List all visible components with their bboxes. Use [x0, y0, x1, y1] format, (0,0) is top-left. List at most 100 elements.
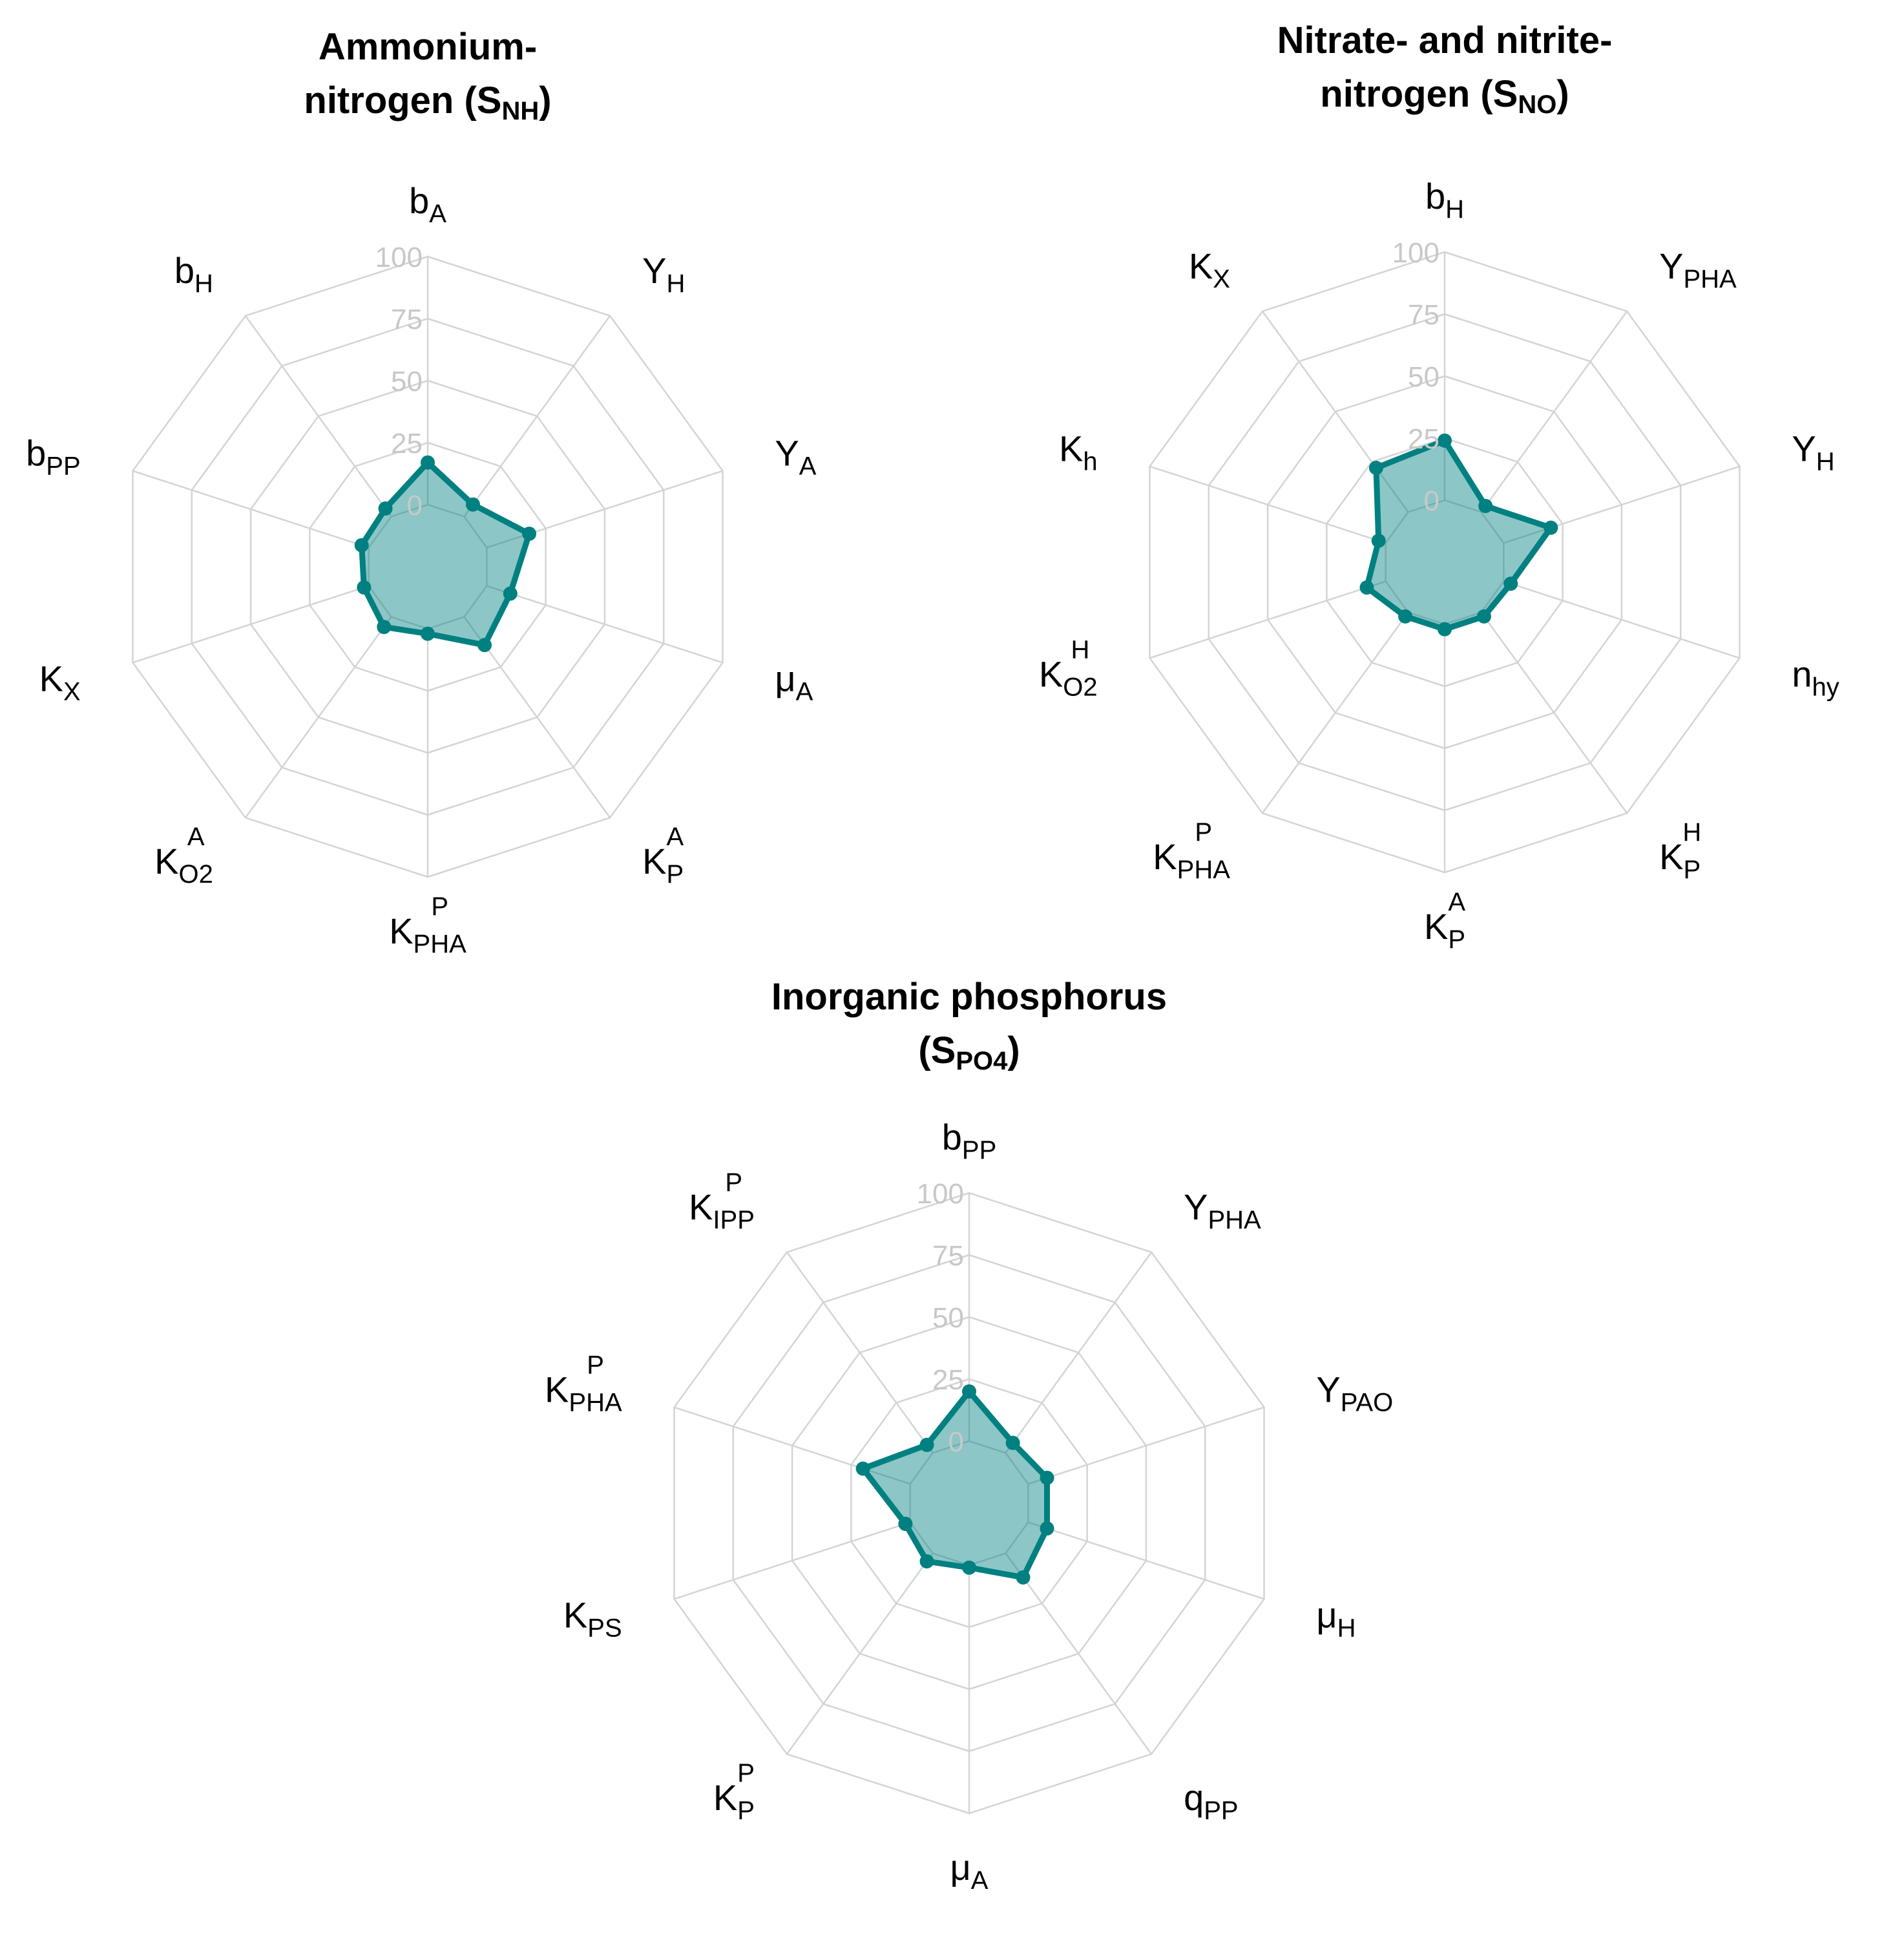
- grid-spoke: [1005, 1251, 1153, 1454]
- axis-label-sup-6: P: [431, 892, 448, 921]
- grid-spoke: [1027, 1406, 1264, 1485]
- data-point-4: [1503, 576, 1518, 591]
- grid-spoke: [1005, 1552, 1153, 1755]
- axis-label-sup-5: A: [666, 823, 684, 851]
- axis-label-8: KPS: [563, 1595, 622, 1643]
- radial-tick-label: 50: [932, 1302, 964, 1334]
- data-point-3: [522, 526, 537, 541]
- data-point-6: [962, 1560, 976, 1575]
- grid-spoke: [1261, 611, 1409, 814]
- data-point-9: [354, 538, 369, 553]
- grid-spoke: [674, 1406, 911, 1485]
- radial-tick-label: 75: [932, 1240, 964, 1272]
- data-point-2: [1478, 499, 1493, 514]
- radial-tick-label: 100: [1392, 237, 1440, 269]
- chart-title-line-2: nitrogen (SNO): [1320, 73, 1569, 119]
- data-point-2: [1005, 1435, 1020, 1450]
- radar-chart-nitrate-nitrite: Nitrate- and nitrite-nitrogen (SNO) 0 25 50…: [1039, 19, 1839, 954]
- axis-label-5: KP: [642, 841, 684, 889]
- data-point-5: [477, 638, 492, 653]
- radar-grid: [1149, 251, 1741, 874]
- grid-spoke: [486, 585, 723, 664]
- axis-label-2: YPHA: [1659, 246, 1737, 293]
- data-point-10: [919, 1437, 934, 1452]
- grid-spoke: [1261, 310, 1409, 513]
- data-point-4: [1040, 1521, 1054, 1536]
- radial-tick-label: 50: [1408, 361, 1440, 393]
- axis-label-9: bPP: [26, 432, 81, 480]
- grid-spoke: [463, 315, 611, 518]
- radial-tick-label: 0: [948, 1426, 964, 1458]
- radar-chart-inorganic-phosphorus: Inorganic phosphorus (SPO4) 0 25 50 75 100 bPP Y…: [545, 976, 1393, 1895]
- data-area: [359, 459, 532, 648]
- data-point-2: [465, 497, 480, 512]
- data-point-5: [1016, 1570, 1031, 1585]
- axis-label-1: bA: [409, 180, 446, 228]
- radial-tick-label: 75: [391, 304, 423, 335]
- data-point-8: [1359, 580, 1374, 595]
- data-point-7: [377, 620, 392, 635]
- axis-label-10: bH: [174, 250, 213, 298]
- data-point-10: [1368, 460, 1383, 475]
- data-point-7: [1398, 609, 1413, 624]
- axis-label-6: KPHA: [389, 911, 466, 958]
- data-point-3: [1040, 1470, 1054, 1485]
- grid-spoke: [786, 1251, 934, 1454]
- radial-tick-label: 100: [375, 242, 423, 273]
- data-point-8: [898, 1517, 913, 1532]
- grid-spoke: [1027, 1521, 1264, 1600]
- chart-title-line-1: Inorganic phosphorus: [771, 976, 1167, 1018]
- grid-spoke: [1480, 310, 1628, 513]
- axis-label-7: KO2: [154, 841, 213, 889]
- data-point-9: [1371, 533, 1386, 548]
- radar-grid: [673, 1192, 1265, 1815]
- grid-spoke: [1480, 611, 1628, 814]
- radial-tick-label: 75: [1408, 299, 1440, 331]
- data-point-4: [503, 586, 518, 601]
- data-point-10: [378, 501, 393, 516]
- axis-label-6: μA: [950, 1847, 989, 1895]
- radial-tick-label: 0: [1424, 485, 1440, 517]
- axis-label-sup-10: P: [725, 1168, 742, 1197]
- grid-spoke: [244, 315, 392, 518]
- data-point-1: [421, 455, 435, 470]
- data-point-6: [1438, 622, 1452, 637]
- axis-label-sup-7: P: [737, 1759, 755, 1787]
- radar-chart-ammonium: Ammonium-nitrogen (SNH) 0 25 50 75 100 bA YH YA μ…: [26, 26, 817, 958]
- radial-tick-label: 50: [391, 366, 423, 397]
- data-point-7: [919, 1554, 934, 1569]
- axis-label-10: KX: [1189, 246, 1230, 293]
- data-point-1: [962, 1384, 976, 1399]
- axis-label-10: KIPP: [689, 1186, 755, 1234]
- axis-label-9: KPHA: [545, 1369, 622, 1417]
- grid-spoke: [244, 616, 392, 819]
- axis-label-4: nhy: [1792, 654, 1839, 702]
- axis-label-1: bH: [1425, 176, 1464, 224]
- axis-label-sup-5: H: [1682, 818, 1701, 847]
- axis-label-6: KP: [1424, 906, 1465, 954]
- radial-tick-label: 25: [391, 428, 423, 459]
- radial-tick-label: 25: [1408, 423, 1440, 455]
- axis-label-8: KX: [39, 659, 81, 706]
- data-point-8: [357, 580, 372, 595]
- axis-label-sup-7: A: [187, 823, 205, 851]
- grid-spoke: [132, 470, 370, 549]
- axis-label-sup-8: H: [1071, 636, 1090, 664]
- grid-spoke: [674, 1521, 911, 1600]
- axis-label-5: KP: [1659, 836, 1701, 884]
- axis-label-1: bPP: [942, 1117, 997, 1164]
- grid-spoke: [1149, 580, 1387, 659]
- data-point-9: [855, 1461, 870, 1476]
- axis-label-sup-6: A: [1448, 888, 1465, 916]
- radial-tick-label: 25: [932, 1364, 964, 1396]
- chart-title-line-1: Ammonium-: [319, 26, 537, 68]
- axis-label-sup-9: P: [587, 1351, 604, 1379]
- axis-label-9: Kh: [1059, 428, 1098, 476]
- data-point-5: [1476, 609, 1491, 624]
- data-area: [860, 1388, 1051, 1581]
- grid-spoke: [786, 1552, 934, 1755]
- axis-label-2: YPHA: [1184, 1186, 1261, 1234]
- axis-label-7: KP: [713, 1777, 755, 1825]
- axis-label-3: YA: [775, 432, 816, 480]
